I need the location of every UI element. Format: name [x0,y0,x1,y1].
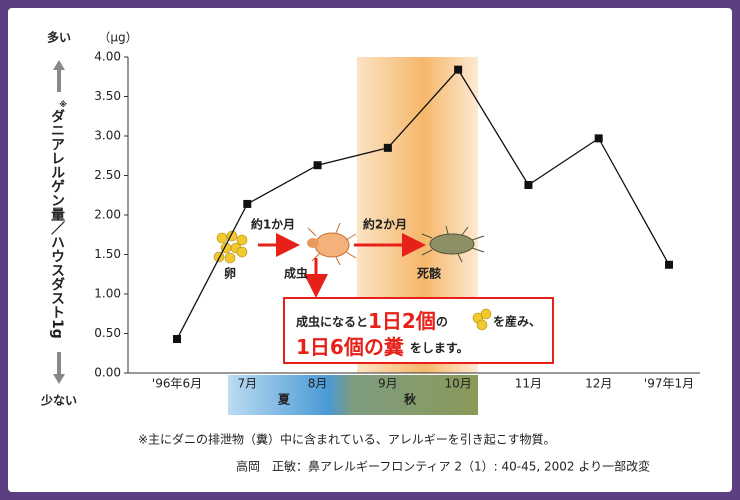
duration-label: 約2か月 [363,217,407,232]
x-tick-label: '97年1月 [644,377,694,391]
x-tick-label: 7月 [237,377,257,391]
y-tick-label: 4.00 [94,50,121,64]
data-point [243,199,252,208]
y-axis-note: ※ [58,100,68,109]
footnote: ※主にダニの排泄物（糞）中に含まれている、アレルギーを引き起こす物質。 [138,432,555,447]
y-axis-title: ダニアレルゲン量／ハウスダスト1g [49,109,65,339]
callout-box [283,297,554,364]
y-tick-label: 1.00 [94,287,121,301]
season-label: 夏 [278,393,291,407]
y-tick-label: 0.00 [94,366,121,380]
x-tick-label: 9月 [378,377,398,391]
data-point [454,65,463,74]
x-tick-label: 11月 [515,377,542,391]
y-tick-label: 2.00 [94,208,121,222]
x-tick-label: 12月 [585,377,612,391]
callout-text: を産み、 [493,314,541,329]
stage-label: 卵 [224,266,236,281]
season-bar [228,375,478,415]
stage-label: 死骸 [417,266,441,281]
footnote: 高岡 正敏：鼻アレルギーフロンティア 2（1）: 40-45, 2002 より一… [236,459,650,474]
y-tick-label: 3.50 [94,89,121,103]
y-tick-label: 2.50 [94,168,121,182]
top-label: 多い [47,30,71,45]
data-point [173,335,181,344]
stage-label: 成虫 [284,266,308,281]
adult-mite [307,222,357,266]
data-point [524,180,533,189]
data-point [383,143,392,152]
x-tick-label: 10月 [445,377,472,391]
data-line [176,68,670,340]
up-arrow [53,60,65,92]
y-tick-label: 1.50 [94,247,121,261]
season-label: 秋 [404,392,417,407]
y-tick-label: 3.00 [94,129,121,143]
dead-mite [421,225,485,263]
data-point [313,161,322,170]
data-point [665,260,673,269]
egg-icon-small [472,308,492,331]
callout-text: 成虫になると1日2個の [296,309,448,333]
duration-label: 約1か月 [251,217,295,232]
unit-label: （μg） [98,31,137,45]
down-arrow [53,352,65,384]
x-tick-label: '96年6月 [152,377,202,391]
x-tick-label: 8月 [308,377,328,391]
y-axis-label: ※ダニアレルゲン量／ハウスダスト1g [46,100,74,350]
bottom-label: 少ない [40,393,77,408]
data-point [594,134,603,143]
y-tick-label: 0.50 [94,326,121,340]
callout-text: 1日6個の糞 をします。 [296,335,469,359]
